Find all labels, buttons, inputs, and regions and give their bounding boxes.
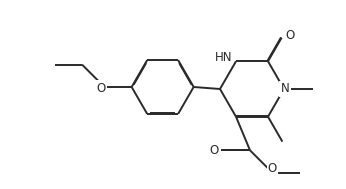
Text: O: O	[96, 81, 106, 94]
Text: O: O	[268, 162, 277, 175]
Text: O: O	[209, 144, 218, 157]
Text: O: O	[285, 29, 295, 42]
Text: N: N	[281, 83, 289, 95]
Text: HN: HN	[215, 51, 232, 64]
